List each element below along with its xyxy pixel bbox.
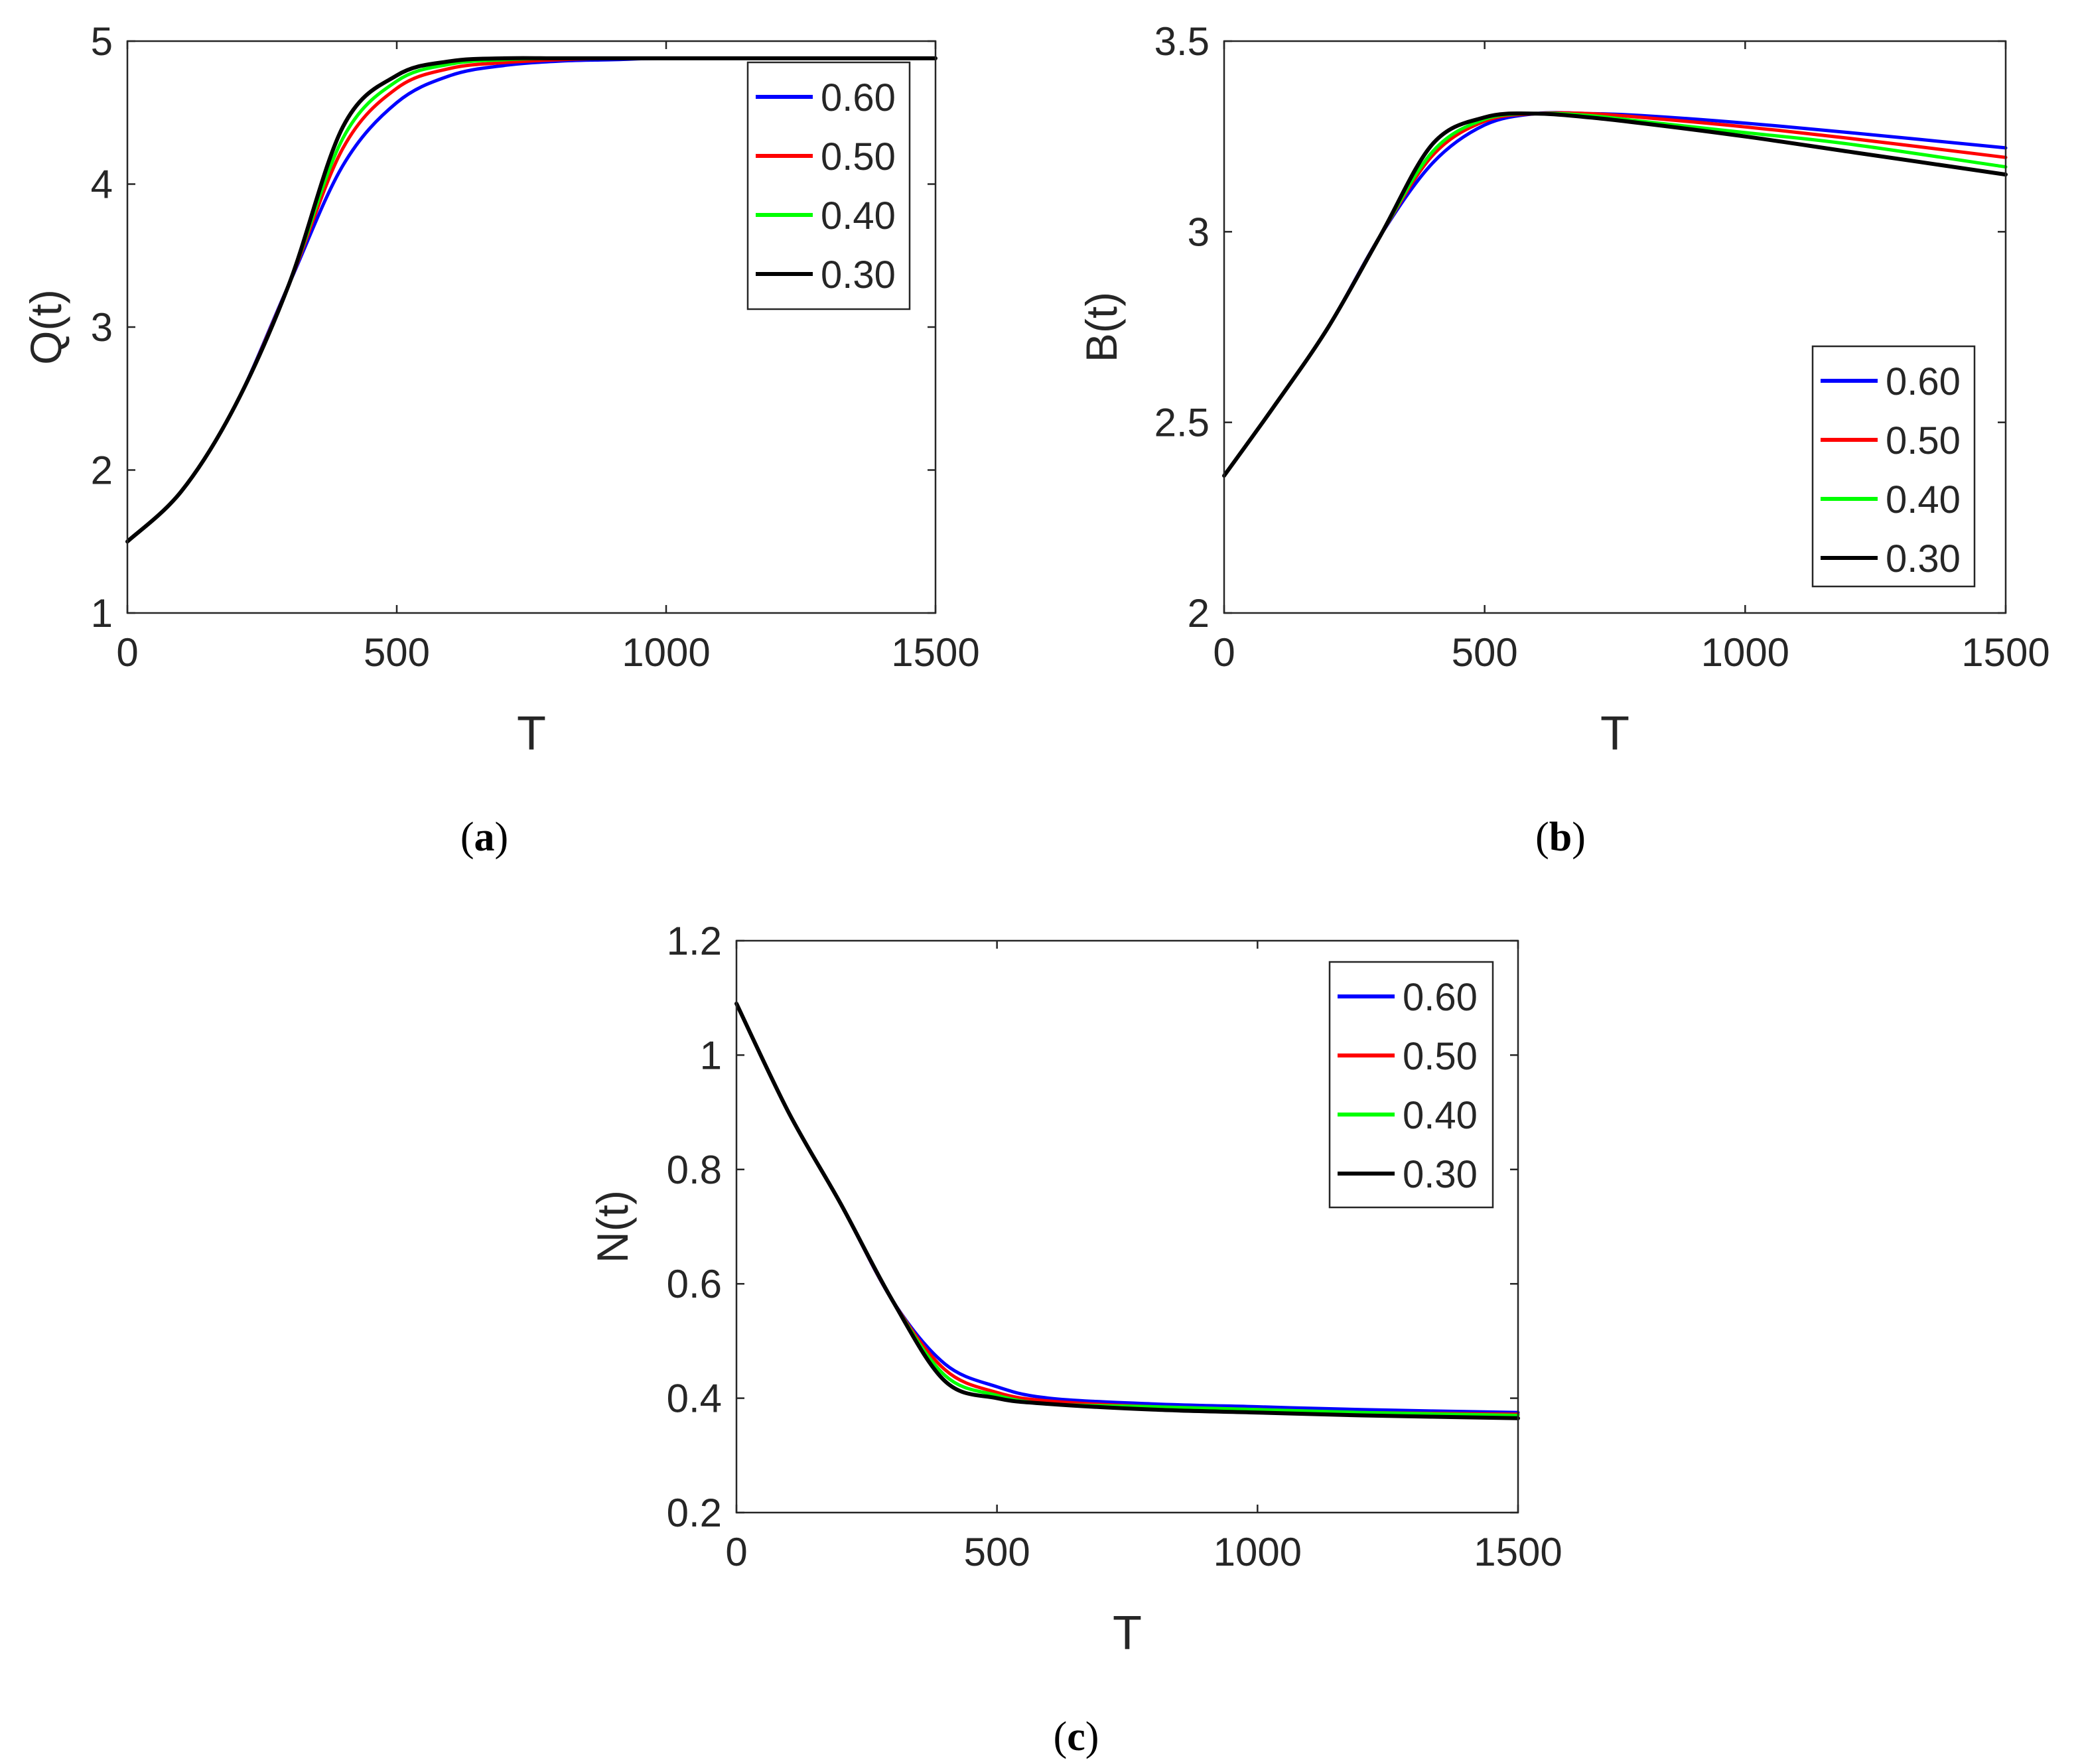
panel-a-series-line-0_30: [125, 56, 937, 544]
panel-a-legend-label: 0.40: [821, 194, 896, 237]
panel-b-x-tick-label: 1500: [1961, 630, 2049, 675]
panel-b-legend-label: 0.30: [1886, 537, 1961, 580]
panel-b-caption: (b): [1535, 815, 1586, 860]
panel-a-series: [125, 56, 937, 544]
panel-b-x-ticks: 0 500 1000 1500: [1213, 41, 2050, 675]
panel-c-y-tick-label: 1: [700, 1033, 722, 1077]
panel-c-caption: (c): [1054, 1714, 1099, 1759]
panel-b-y-tick-label: 2: [1188, 591, 1210, 636]
panel-b-x-tick-label: 500: [1452, 630, 1518, 675]
panel-b-xlabel: T: [1600, 707, 1629, 760]
panel-a-legend: 0.60 0.50 0.40 0.30: [746, 61, 911, 310]
panel-a-y-tick-label: 1: [91, 591, 113, 636]
panel-c-xlabel: T: [1113, 1607, 1142, 1660]
panel-c-legend-label: 0.40: [1403, 1094, 1478, 1137]
panel-c-ylabel: N(t): [588, 1190, 637, 1263]
panel-a-x-tick-label: 1500: [891, 630, 979, 675]
panel-a-legend-box: [746, 61, 911, 310]
panel-c-y-tick-label: 1.2: [667, 919, 722, 963]
panel-c-x-tick-label: 1500: [1474, 1530, 1562, 1574]
panel-c-y-tick-label: 0.4: [667, 1377, 722, 1421]
panel-b-legend-label: 0.40: [1886, 478, 1961, 521]
panel-b-y-ticks: 2 2.5 3 3.5: [1154, 19, 2006, 636]
panel-a-legend-label: 0.60: [821, 76, 896, 119]
panel-a-y-ticks: 1 2 3 4 5: [91, 19, 936, 636]
panel-b-series-line-0_30: [1222, 111, 2008, 478]
panel-c-legend: 0.60 0.50 0.40 0.30: [1328, 961, 1494, 1209]
panel-b-y-tick-label: 3.5: [1154, 19, 1210, 64]
panel-c-caption-label: c: [1067, 1714, 1085, 1759]
panel-c-legend-items: 0.60 0.50 0.40 0.30: [1338, 976, 1478, 1196]
panel-c-x-tick-label: 0: [725, 1530, 747, 1574]
panel-b-series: [1222, 111, 2008, 478]
panel-c-series-line-0_30: [734, 1001, 1520, 1420]
panel-b-legend: 0.60 0.50 0.40 0.30: [1811, 345, 1976, 588]
panel-b-legend-box: [1811, 345, 1976, 588]
panel-a-y-tick-label: 3: [91, 305, 113, 350]
panel-c-y-tick-label: 0.2: [667, 1491, 722, 1535]
panel-a-x-tick-label: 1000: [622, 630, 710, 675]
panel-b-y-tick-label: 2.5: [1154, 401, 1210, 445]
panel-a-ylabel: Q(t): [21, 289, 70, 365]
panel-b-legend-label: 0.60: [1886, 360, 1961, 403]
panel-c: 0 500 1000 1500 0.2 0.4 0.6 0.8 1 1.2 T N(t) 0.6…: [588, 919, 1562, 1759]
panel-c-y-tick-label: 0.8: [667, 1148, 722, 1192]
panel-c-legend-box: [1328, 961, 1494, 1209]
panel-a-legend-label: 0.50: [821, 135, 896, 178]
panel-c-y-ticks: 0.2 0.4 0.6 0.8 1 1.2: [667, 919, 1518, 1535]
panel-a-y-tick-label: 2: [91, 448, 113, 493]
panel-c-x-tick-label: 1000: [1213, 1530, 1302, 1574]
panel-a-caption-label: a: [474, 815, 495, 860]
panel-b-axes-box: [1223, 40, 2007, 614]
panel-c-axes-box: [735, 939, 1519, 1514]
panel-a-legend-items: 0.60 0.50 0.40 0.30: [756, 76, 896, 297]
panel-a-y-tick-label: 5: [91, 19, 113, 64]
panel-a-y-tick-label: 4: [91, 163, 113, 207]
panel-a-x-tick-label: 0: [116, 630, 138, 675]
panel-a-x-tick-label: 500: [364, 630, 430, 675]
panel-b-legend-items: 0.60 0.50 0.40 0.30: [1821, 360, 1961, 580]
panel-b-x-tick-label: 0: [1213, 630, 1235, 675]
panel-c-legend-label: 0.30: [1403, 1153, 1478, 1196]
panel-c-y-tick-label: 0.6: [667, 1262, 722, 1306]
panel-b-ylabel: B(t): [1077, 292, 1126, 362]
panel-b: 0 500 1000 1500 2 2.5 3 3.5 T B(t) 0.60 0.50 0.4…: [1077, 19, 2050, 860]
panel-c-x-ticks: 0 500 1000 1500: [725, 941, 1562, 1574]
panel-c-legend-label: 0.60: [1403, 976, 1478, 1019]
panel-c-legend-label: 0.50: [1403, 1035, 1478, 1078]
panel-b-legend-label: 0.50: [1886, 419, 1961, 462]
panel-b-x-tick-label: 1000: [1701, 630, 1789, 675]
panel-a-xlabel: T: [517, 707, 546, 760]
panel-b-y-tick-label: 3: [1188, 210, 1210, 254]
panel-c-series: [734, 1001, 1520, 1420]
panel-a-caption: (a): [460, 815, 508, 860]
panel-c-x-tick-label: 500: [964, 1530, 1030, 1574]
panel-a-x-ticks: 0 500 1000 1500: [116, 41, 980, 675]
panel-b-caption-label: b: [1549, 815, 1572, 860]
panel-a-legend-label: 0.30: [821, 253, 896, 297]
